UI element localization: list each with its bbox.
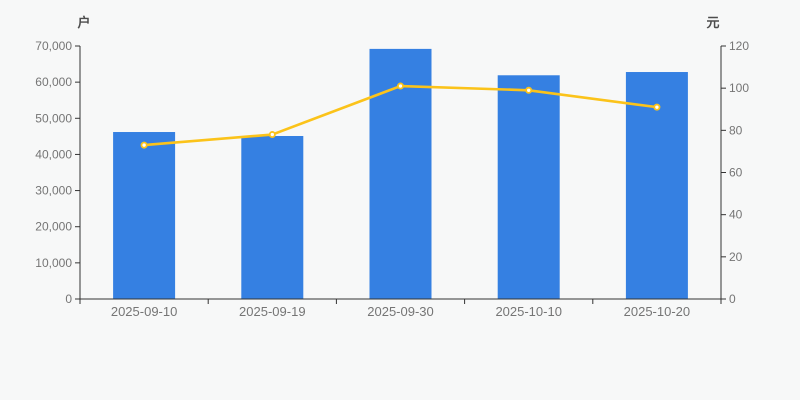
left-axis-tick-label: 60,000 bbox=[35, 75, 72, 89]
right-axis-tick-label: 80 bbox=[729, 123, 743, 137]
left-axis-tick-label: 70,000 bbox=[35, 39, 72, 53]
x-axis-category-label: 2025-09-19 bbox=[239, 304, 306, 319]
left-axis-tick-label: 50,000 bbox=[35, 111, 72, 125]
x-axis-category-label: 2025-09-10 bbox=[111, 304, 178, 319]
line-marker[interactable] bbox=[525, 86, 533, 94]
left-axis-unit: 户 bbox=[77, 15, 90, 30]
right-axis-tick-label: 100 bbox=[729, 81, 749, 95]
left-axis-tick-label: 30,000 bbox=[35, 184, 72, 198]
bar[interactable] bbox=[241, 135, 304, 299]
x-axis-category-label: 2025-10-20 bbox=[624, 304, 691, 319]
bar[interactable] bbox=[497, 75, 560, 299]
left-axis-tick-label: 0 bbox=[65, 292, 72, 306]
right-axis-tick-label: 0 bbox=[729, 292, 736, 306]
line-marker[interactable] bbox=[653, 103, 661, 111]
left-axis-tick-label: 20,000 bbox=[35, 220, 72, 234]
bar[interactable] bbox=[113, 132, 176, 299]
x-axis-category-label: 2025-10-10 bbox=[495, 304, 562, 319]
left-axis-tick-label: 10,000 bbox=[35, 256, 72, 270]
right-axis-unit: 元 bbox=[706, 15, 719, 30]
line-marker[interactable] bbox=[268, 131, 276, 139]
left-axis-tick-label: 40,000 bbox=[35, 147, 72, 161]
right-axis-tick-label: 20 bbox=[729, 250, 743, 264]
line-marker[interactable] bbox=[140, 141, 148, 149]
right-axis-tick-label: 120 bbox=[729, 39, 749, 53]
x-axis-category-label: 2025-09-30 bbox=[367, 304, 434, 319]
line-marker[interactable] bbox=[396, 82, 404, 90]
right-axis-tick-label: 40 bbox=[729, 208, 743, 222]
plot-area: 0 10,000 20,000 30,000 40,000 50,000 60,000 70,… bbox=[35, 39, 749, 319]
right-axis-tick-label: 60 bbox=[729, 166, 743, 180]
bar[interactable] bbox=[369, 48, 432, 299]
